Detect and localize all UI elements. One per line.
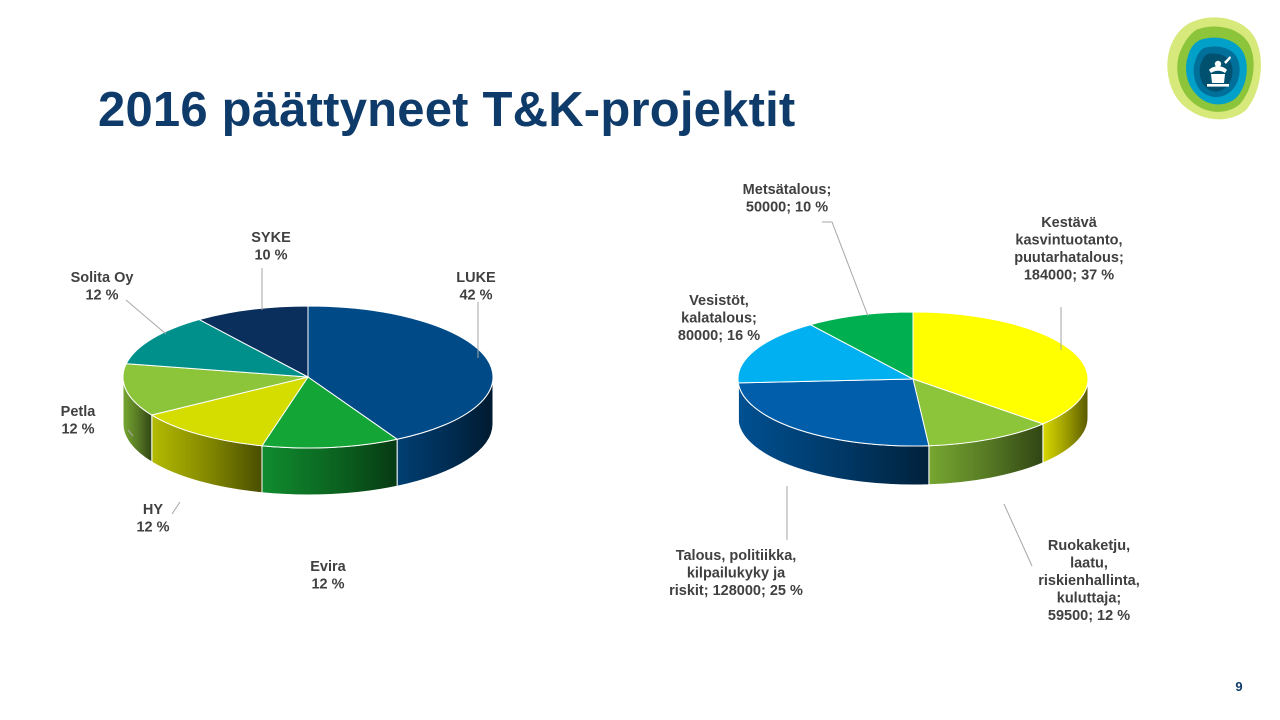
pie-sides [737,378,1089,486]
data-labels: Kestävä kasvintuotanto, puutarhatalous; 184… [669,182,1140,624]
pie-top [737,311,1089,447]
chart-luke-share: LUKE 42 % Evira 12 % HY 12 % Petla 12 % Solita O… [61,230,496,593]
data-label-kest-v-kasvintuotanto-puutarhatalous: Kestävä kasvintuotanto, puutarhatalous; 184… [1014,215,1124,284]
data-label-evira: Evira 12 % [310,559,346,593]
pie-slice-hy [150,376,310,447]
pie-slice-ruokaketju-laatu-riskienhallinta-kuluttaja [912,378,1045,447]
pie-slice-evira [261,376,399,449]
data-label-hy: HY 12 % [136,502,169,536]
pie-slice-solita-oy [125,319,309,378]
data-label-luke: LUKE 42 % [456,270,496,304]
pie-slice-kest-v-kasvintuotanto-puutarhatalous [912,311,1089,425]
leader-line-solita-oy [125,299,167,335]
pie-slice-talous-politiikka-kilpailukyky-ja-riskit [737,378,930,447]
data-label-syke: SYKE 10 % [251,230,291,264]
government-logo [1167,17,1261,120]
pie-top [122,305,494,449]
pie-sides [122,376,494,496]
pie-slice-luke [307,305,494,440]
pie-slice-petla [122,363,309,416]
data-label-talous-politiikka-kilpailukyky-ja-riskit: Talous, politiikka, kilpailukyky ja riskit… [669,548,803,599]
data-label-vesist-t-kalatalous: Vesistöt, kalatalous; 80000; 16 % [678,293,760,344]
leader-line-ruokaketju-laatu-riskienhallinta-kuluttaja [1003,503,1033,567]
leader-line-hy [171,501,181,515]
leader-line-petla [127,429,134,437]
data-labels: LUKE 42 % Evira 12 % HY 12 % Petla 12 % Solita O… [61,230,496,593]
pie-slice-mets-talous [809,311,914,380]
pie-slice-syke [197,305,309,378]
pie-slice-vesist-t-kalatalous [737,324,915,384]
data-label-petla: Petla 12 % [61,404,97,438]
page-title: 2016 päättyneet T&K-projektit [98,83,796,137]
chart-theme-funding: Kestävä kasvintuotanto, puutarhatalous; 184… [669,182,1140,624]
leader-line-mets-talous [822,221,869,317]
data-label-solita-oy: Solita Oy 12 % [71,270,134,304]
data-label-ruokaketju-laatu-riskienhallinta-kuluttaja: Ruokaketju, laatu, riskienhallinta, kulutta… [1038,538,1140,624]
data-label-mets-talous: Metsätalous; 50000; 10 % [743,182,832,216]
page-number: 9 [1235,679,1243,694]
